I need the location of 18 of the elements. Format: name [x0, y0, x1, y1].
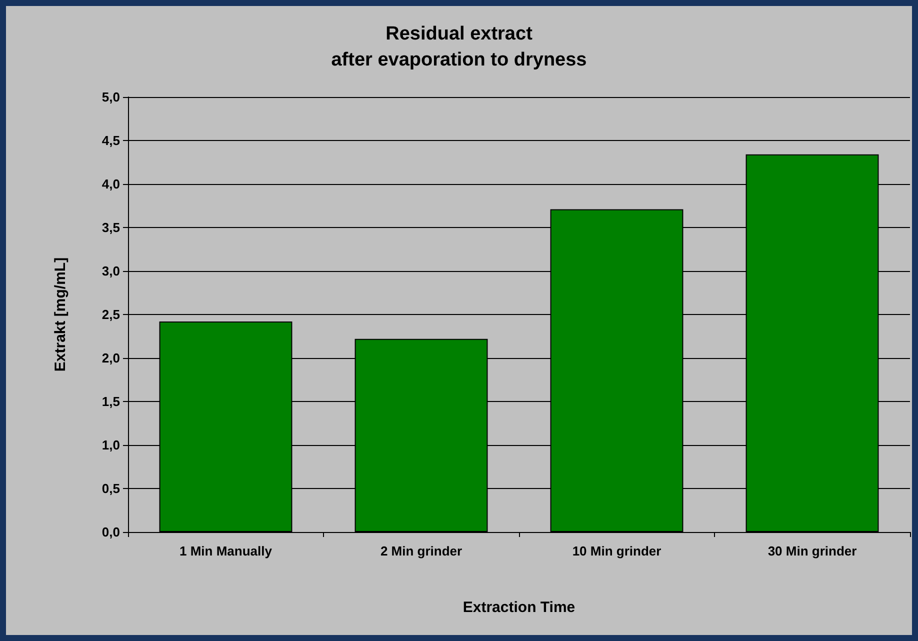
- y-axis-title: Extrakt [mg/mL]: [52, 257, 69, 372]
- chart-title: Residual extract after evaporation to dryness: [331, 24, 587, 70]
- y-tick-label: 4,0: [102, 176, 120, 192]
- y-tick-label: 1,5: [102, 394, 120, 409]
- y-tick-label: 3,5: [102, 220, 120, 235]
- y-tick-label: 4,5: [102, 133, 120, 148]
- y-tick-label: 0,5: [102, 481, 120, 496]
- y-tick-label: 5,0: [102, 90, 120, 104]
- y-tick-label: 3,0: [102, 264, 120, 278]
- y-tick-label: 0,0: [102, 524, 120, 540]
- x-tick-label: 10 Min grinder: [572, 544, 662, 558]
- x-tick-label: 30 Min grinder: [768, 544, 857, 558]
- x-tick-label: 1 Min Manually: [180, 544, 273, 558]
- y-tick-label: 2,0: [102, 350, 120, 366]
- x-axis-title: Extraction Time: [462, 599, 576, 616]
- y-tick-label: 2,5: [102, 307, 120, 322]
- y-tick-label: 1,0: [102, 438, 120, 452]
- x-tick-label: 2 Min grinder: [380, 544, 462, 558]
